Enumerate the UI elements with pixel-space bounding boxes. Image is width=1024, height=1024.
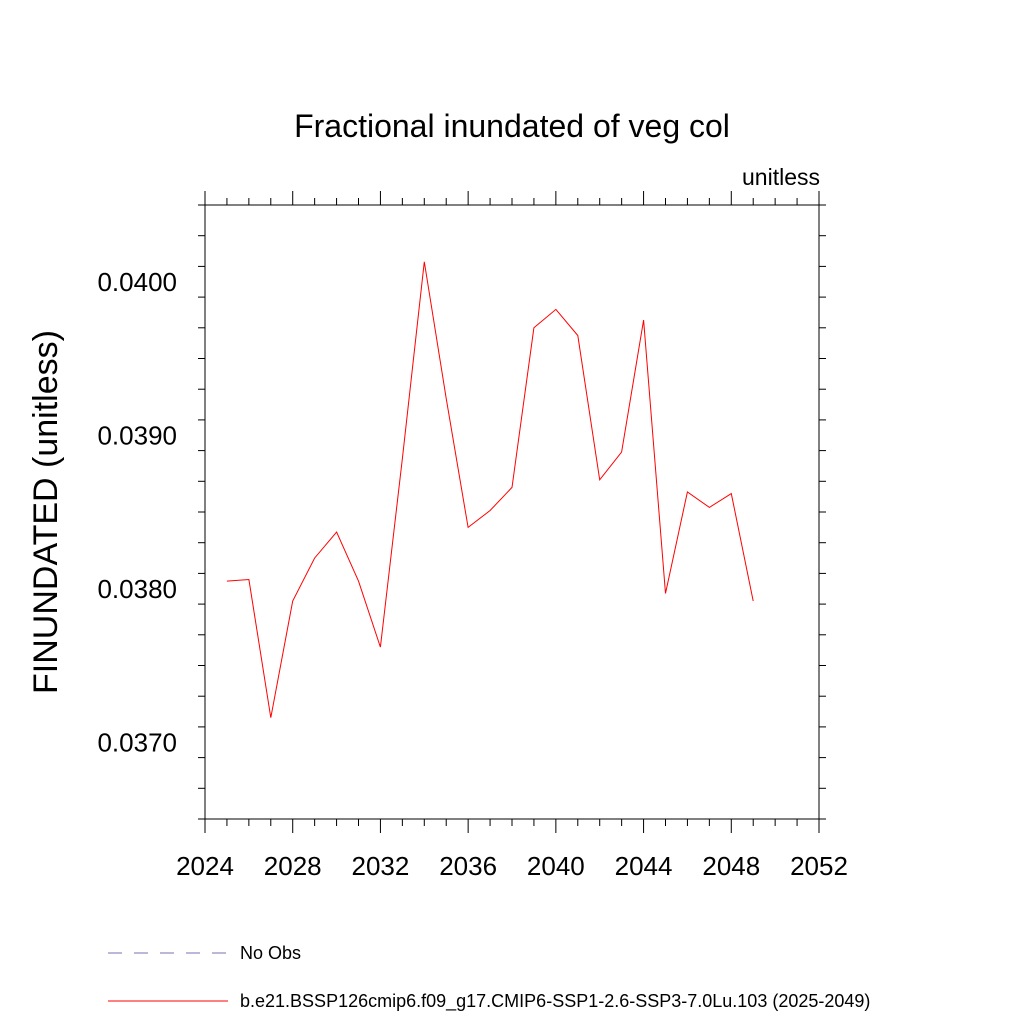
x-tick-label: 2028 (264, 851, 322, 881)
y-tick-label: 0.0390 (97, 420, 177, 450)
x-tick-label: 2048 (702, 851, 760, 881)
y-tick-labels: 0.0370 0.0380 0.0390 0.0400 (97, 267, 177, 758)
series-line (226, 261, 754, 718)
y-tick-label: 0.0400 (97, 267, 177, 297)
legend-label: No Obs (240, 943, 301, 963)
legend: No Obs b.e21.BSSP126cmip6.f09_g17.CMIP6-S… (108, 943, 870, 1012)
y-axis-label: FINUNDATED (unitless) (27, 330, 65, 694)
x-tick-label: 2024 (176, 851, 234, 881)
axis-ticks (198, 191, 826, 833)
y-tick-label: 0.0380 (97, 574, 177, 604)
x-tick-label: 2052 (790, 851, 848, 881)
chart-title: Fractional inundated of veg col (294, 108, 730, 144)
plot-frame (204, 204, 820, 820)
x-tick-labels: 2024 2028 2032 2036 2040 2044 2048 2052 (176, 851, 848, 881)
x-tick-label: 2040 (527, 851, 585, 881)
units-label: unitless (742, 164, 820, 190)
series-lines (226, 261, 754, 718)
legend-label: b.e21.BSSP126cmip6.f09_g17.CMIP6-SSP1-2.… (240, 991, 870, 1012)
x-tick-label: 2036 (439, 851, 497, 881)
y-tick-label: 0.0370 (97, 727, 177, 757)
x-tick-label: 2044 (615, 851, 673, 881)
x-tick-label: 2032 (352, 851, 410, 881)
